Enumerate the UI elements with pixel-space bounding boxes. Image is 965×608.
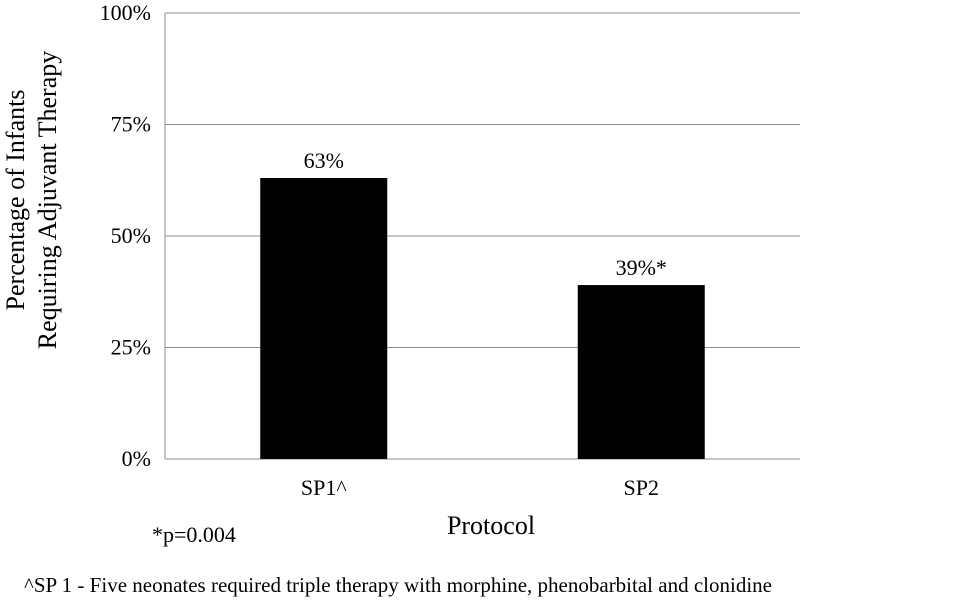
x-tick-label: SP1^ bbox=[301, 475, 347, 500]
data-labels: 63% 39%* bbox=[304, 148, 667, 280]
y-axis-title-line1: Percentage of Infants bbox=[1, 90, 30, 311]
y-tick-label: 25% bbox=[111, 335, 151, 360]
bar-value-label: 39%* bbox=[616, 255, 667, 280]
p-value-note: *p=0.004 bbox=[152, 522, 236, 547]
x-tick-labels: SP1^ SP2 bbox=[301, 475, 659, 500]
y-axis-title-line2: Requiring Adjuvant Therapy bbox=[33, 51, 62, 349]
footnote: ^SP 1 - Five neonates required triple th… bbox=[24, 573, 772, 597]
bars bbox=[260, 178, 705, 459]
bar-2 bbox=[577, 285, 705, 459]
x-tick-label: SP2 bbox=[624, 475, 659, 500]
x-axis-title: Protocol bbox=[447, 511, 535, 540]
y-tick-labels: 0% 25% 50% 75% 100% bbox=[100, 0, 151, 471]
bar-value-label: 63% bbox=[304, 148, 344, 173]
y-tick-label: 0% bbox=[122, 446, 151, 471]
y-tick-label: 100% bbox=[100, 0, 151, 25]
y-axis-title: Percentage of Infants Requiring Adjuvant… bbox=[1, 51, 62, 349]
y-tick-label: 50% bbox=[111, 223, 151, 248]
bar-1 bbox=[260, 178, 388, 459]
y-tick-label: 75% bbox=[111, 112, 151, 137]
